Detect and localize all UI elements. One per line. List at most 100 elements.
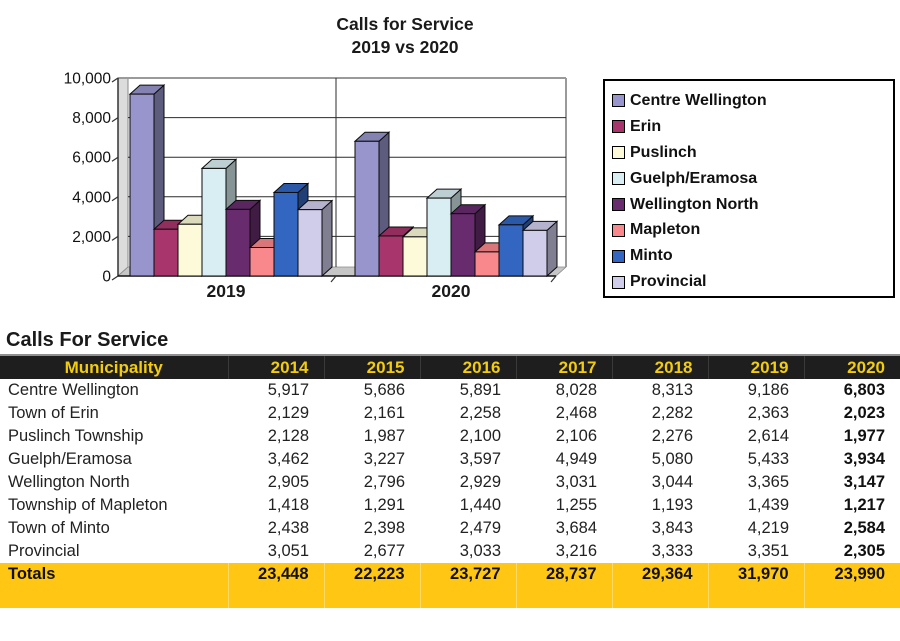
table-row-centre-wellington: Centre Wellington 5,917 5,686 5,891 8,028 8,3… xyxy=(0,379,900,402)
table-row-guelph-eramosa: Guelph/Eramosa 3,462 3,227 3,597 4,949 5,080 5… xyxy=(0,448,900,471)
cell-2014: 2,129 xyxy=(228,402,324,425)
legend-item-wellington-north: Wellington North xyxy=(612,192,893,218)
cell-2018: 3,843 xyxy=(612,517,708,540)
cell-2016: 3,033 xyxy=(420,540,516,563)
cell-2019: 3,365 xyxy=(708,471,804,494)
cell-2018: 3,333 xyxy=(612,540,708,563)
column-header-2019: 2019 xyxy=(707,354,804,379)
column-header-2015: 2015 xyxy=(323,354,420,379)
chart-legend: Centre Wellington Erin Puslinch Guelph/Eram… xyxy=(603,79,895,298)
legend-label: Minto xyxy=(630,247,673,265)
cell-2018: 2,276 xyxy=(612,425,708,448)
cell-2015: 2,677 xyxy=(324,540,420,563)
column-header-2017: 2017 xyxy=(515,354,612,379)
cell-2020: 6,803 xyxy=(804,379,900,402)
cell-2016: 2,258 xyxy=(420,402,516,425)
cell-2019: 1,439 xyxy=(708,494,804,517)
y-tick-label: 4,000 xyxy=(72,189,111,206)
municipality-name: Town of Erin xyxy=(0,402,228,425)
cell-2017: 3,216 xyxy=(516,540,612,563)
legend-color-swatch xyxy=(612,249,625,263)
table-row-township-of-mapleton: Township of Mapleton 1,418 1,291 1,440 1,255… xyxy=(0,494,900,517)
legend-label: Erin xyxy=(630,117,662,135)
legend-label: Mapleton xyxy=(630,221,701,239)
cell-2017: 3,031 xyxy=(516,471,612,494)
cell-2016: 1,440 xyxy=(420,494,516,517)
legend-item-centre-wellington: Centre Wellington xyxy=(612,88,893,114)
cell-2020: 2,023 xyxy=(804,402,900,425)
table-row-town-of-minto: Town of Minto 2,438 2,398 2,479 3,684 3,843 4,… xyxy=(0,517,900,540)
bar-wellington-north-2020 xyxy=(449,203,487,278)
legend-color-swatch xyxy=(612,198,625,211)
cell-2017: 3,684 xyxy=(516,517,612,540)
legend-label: Puslinch xyxy=(630,143,697,161)
cell-2017: 8,028 xyxy=(516,379,612,402)
legend-label: Guelph/Eramosa xyxy=(630,169,758,187)
legend-color-swatch xyxy=(612,172,625,186)
column-header-2014: 2014 xyxy=(227,354,324,379)
cell-2014: 2,905 xyxy=(228,471,324,494)
cell-2015: 2,796 xyxy=(324,471,420,494)
municipality-name: Township of Mapleton xyxy=(0,494,228,517)
legend-label: Wellington North xyxy=(630,195,759,213)
legend-color-swatch xyxy=(612,223,625,237)
column-header-municipality: Municipality xyxy=(0,354,228,379)
category-label-2019: 2019 xyxy=(207,281,246,301)
bar-centre-wellington-2020 xyxy=(353,131,391,278)
municipality-name: Puslinch Township xyxy=(0,425,228,448)
table-row-provincial: Provincial 3,051 2,677 3,033 3,216 3,333 3,351… xyxy=(0,540,900,563)
column-header-2016: 2016 xyxy=(419,354,516,379)
cell-2018: 2,282 xyxy=(612,402,708,425)
legend-item-erin: Erin xyxy=(612,114,893,140)
y-tick-label: 2,000 xyxy=(72,229,111,246)
legend-item-puslinch: Puslinch xyxy=(612,140,893,166)
chart-title: Calls for Service 2019 vs 2020 xyxy=(255,13,555,59)
legend-item-minto: Minto xyxy=(612,243,893,269)
table-row-wellington-north: Wellington North 2,905 2,796 2,929 3,031 3,04… xyxy=(0,471,900,494)
table-header-row: Municipality 2014 2015 2016 2017 2018 2019 2020 xyxy=(0,354,900,379)
cell-2014: 5,917 xyxy=(228,379,324,402)
cell-2016: 2,100 xyxy=(420,425,516,448)
municipality-name: Town of Minto xyxy=(0,517,228,540)
totals-label: Totals xyxy=(0,563,228,608)
cell-2017: 1,255 xyxy=(516,494,612,517)
cell-2015: 5,686 xyxy=(324,379,420,402)
totals-cell-2019: 31,970 xyxy=(707,563,804,608)
y-tick-label: 8,000 xyxy=(72,110,111,127)
cell-2015: 3,227 xyxy=(324,448,420,471)
legend-item-guelph-eramosa: Guelph/Eramosa xyxy=(612,166,893,192)
cell-2019: 4,219 xyxy=(708,517,804,540)
y-tick-label: 6,000 xyxy=(72,150,111,167)
cell-2020: 3,934 xyxy=(804,448,900,471)
cell-2020: 1,217 xyxy=(804,494,900,517)
table-section-title: Calls For Service xyxy=(6,329,169,351)
totals-cell-2017: 28,737 xyxy=(515,563,612,608)
table-row-puslinch-township: Puslinch Township 2,128 1,987 2,100 2,106 2,2… xyxy=(0,425,900,448)
cell-2016: 2,929 xyxy=(420,471,516,494)
cell-2018: 5,080 xyxy=(612,448,708,471)
cell-2018: 3,044 xyxy=(612,471,708,494)
totals-cell-2016: 23,727 xyxy=(419,563,516,608)
cell-2016: 2,479 xyxy=(420,517,516,540)
cell-2015: 1,987 xyxy=(324,425,420,448)
calls-for-service-chart: 0 2,000 4,000 6,000 8,000 10,000 2019 2020 xyxy=(64,71,568,301)
cell-2019: 3,351 xyxy=(708,540,804,563)
municipality-name: Wellington North xyxy=(0,471,228,494)
legend-item-mapleton: Mapleton xyxy=(612,217,893,243)
category-label-2020: 2020 xyxy=(432,281,471,301)
totals-cell-2018: 29,364 xyxy=(611,563,708,608)
cell-2014: 3,051 xyxy=(228,540,324,563)
totals-cell-2014: 23,448 xyxy=(227,563,324,608)
bar-provincial-2019 xyxy=(296,199,334,278)
cell-2017: 2,468 xyxy=(516,402,612,425)
cell-2018: 1,193 xyxy=(612,494,708,517)
column-header-2020: 2020 xyxy=(803,354,900,379)
cell-2017: 4,949 xyxy=(516,448,612,471)
cell-2019: 2,363 xyxy=(708,402,804,425)
cell-2020: 3,147 xyxy=(804,471,900,494)
table-region: Calls For Service Municipality 2014 2015 20… xyxy=(0,329,900,608)
chart-title-line1: Calls for Service xyxy=(336,14,474,34)
cell-2014: 3,462 xyxy=(228,448,324,471)
column-header-2018: 2018 xyxy=(611,354,708,379)
cell-2015: 2,161 xyxy=(324,402,420,425)
